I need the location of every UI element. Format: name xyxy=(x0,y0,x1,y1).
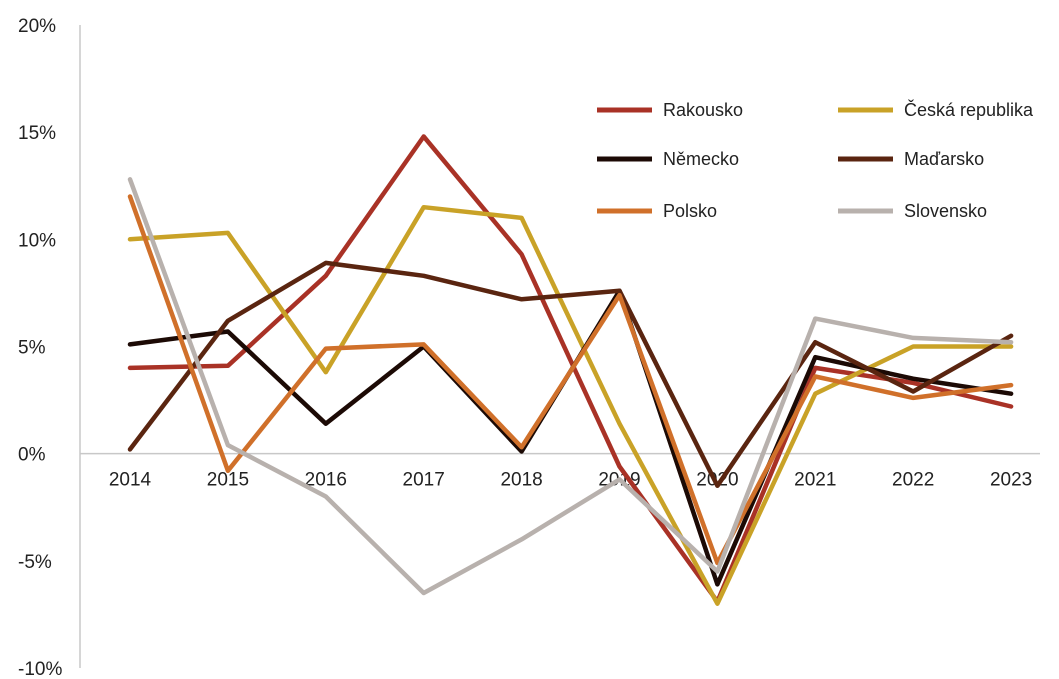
legend-label: Německo xyxy=(663,149,739,169)
x-tick-label: 2020 xyxy=(696,470,738,491)
y-tick-label: 5% xyxy=(18,338,46,359)
legend: Rakousko Česká republika Německo Maďarsko Po… xyxy=(597,99,1034,221)
x-tick-label: 2023 xyxy=(990,470,1032,491)
series-line-1 xyxy=(127,204,1014,606)
x-tick-label: 2021 xyxy=(794,470,836,491)
series-line-4 xyxy=(127,194,1014,566)
y-tick-label: -5% xyxy=(18,552,52,573)
y-tick-label: 15% xyxy=(18,123,56,144)
series-line-3 xyxy=(127,260,1014,489)
legend-label: Slovensko xyxy=(904,201,987,221)
y-tick-label: -10% xyxy=(18,659,62,679)
x-tick-label: 2022 xyxy=(892,470,934,491)
legend-label: Rakousko xyxy=(663,100,743,120)
x-tick-label: 2014 xyxy=(109,470,152,491)
y-tick-label: 0% xyxy=(18,445,46,466)
series-lines xyxy=(127,134,1014,606)
x-tick-label: 2018 xyxy=(500,470,542,491)
series-line-0 xyxy=(127,134,1014,604)
x-tick-label: 2016 xyxy=(305,470,347,491)
y-tick-label: 20% xyxy=(18,16,56,37)
legend-label: Česká republika xyxy=(904,99,1034,120)
x-tick-label: 2017 xyxy=(403,470,445,491)
x-tick-label: 2015 xyxy=(207,470,249,491)
series-line-5 xyxy=(127,177,1014,596)
y-tick-label: 10% xyxy=(18,230,56,251)
y-axis: 20% 15% 10% 5% 0% -5% -10% xyxy=(18,16,81,679)
legend-label: Polsko xyxy=(663,201,717,221)
legend-label: Maďarsko xyxy=(904,149,984,169)
